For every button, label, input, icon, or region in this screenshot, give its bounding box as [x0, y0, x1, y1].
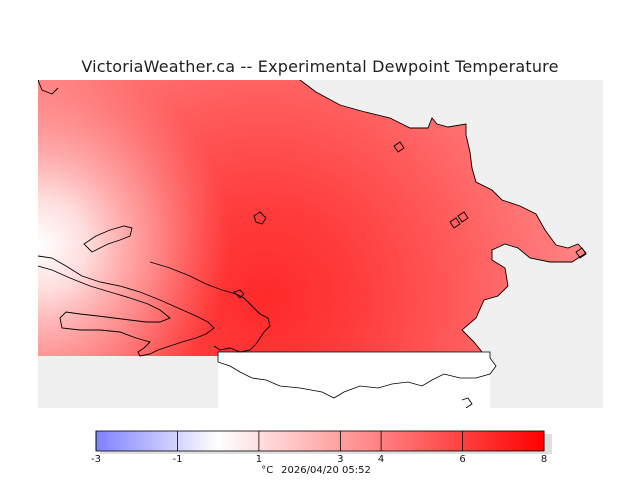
colorbar-tick-label: 8	[540, 454, 548, 465]
colorbar-tick-label: -3	[91, 454, 101, 465]
colorbar-tick-label: 6	[459, 454, 466, 465]
colorbar-tick-label: 3	[337, 454, 344, 465]
colorbar-tick-label: 1	[255, 454, 263, 465]
map-timestamp: 2026/04/20 05:52	[281, 465, 371, 476]
colorbar-tick-label: 4	[377, 454, 385, 465]
southern-land	[217, 351, 497, 399]
colorbar-tick-label: -1	[172, 454, 183, 465]
map-title: VictoriaWeather.ca -- Experimental Dewpo…	[81, 57, 559, 76]
dewpoint-cool-area	[38, 80, 586, 356]
coastline	[38, 80, 587, 408]
colorbar-gradient	[95, 430, 545, 452]
colorbar-caption: °C 2026/04/20 05:52	[0, 465, 640, 476]
colorbar-ticks	[95, 431, 545, 451]
colorbar-unit: °C	[261, 465, 274, 476]
